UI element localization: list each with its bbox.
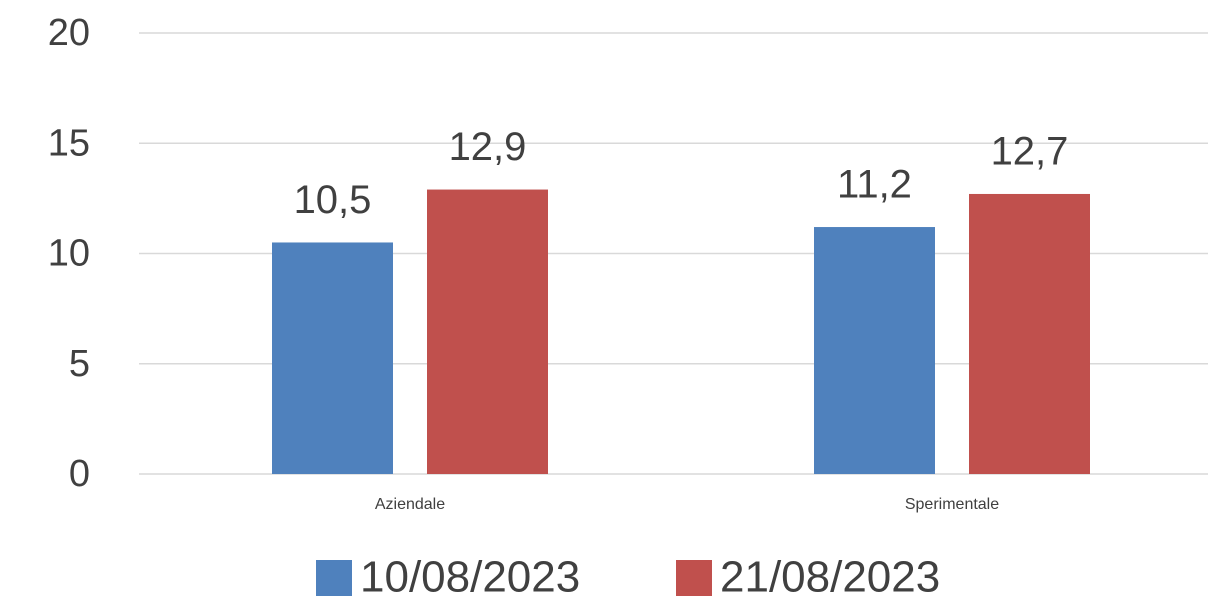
bar [814,227,935,474]
legend-label: 10/08/2023 [360,553,580,602]
y-tick-label: 5 [69,343,90,385]
bar [272,242,393,474]
value-label: 10,5 [294,178,372,222]
bar [427,189,548,474]
y-tick-label: 10 [48,233,90,275]
legend-swatch [316,560,352,596]
x-tick-label: Sperimentale [905,496,999,513]
value-label: 12,7 [991,130,1069,174]
value-label: 12,9 [449,125,527,169]
y-tick-label: 20 [48,12,90,54]
x-tick-label: Aziendale [375,496,445,513]
legend-swatch [676,560,712,596]
bar [969,193,1090,474]
value-label: 11,2 [837,163,912,207]
legend-label: 21/08/2023 [720,553,940,602]
y-tick-label: 0 [69,453,90,495]
y-tick-label: 15 [48,122,90,164]
